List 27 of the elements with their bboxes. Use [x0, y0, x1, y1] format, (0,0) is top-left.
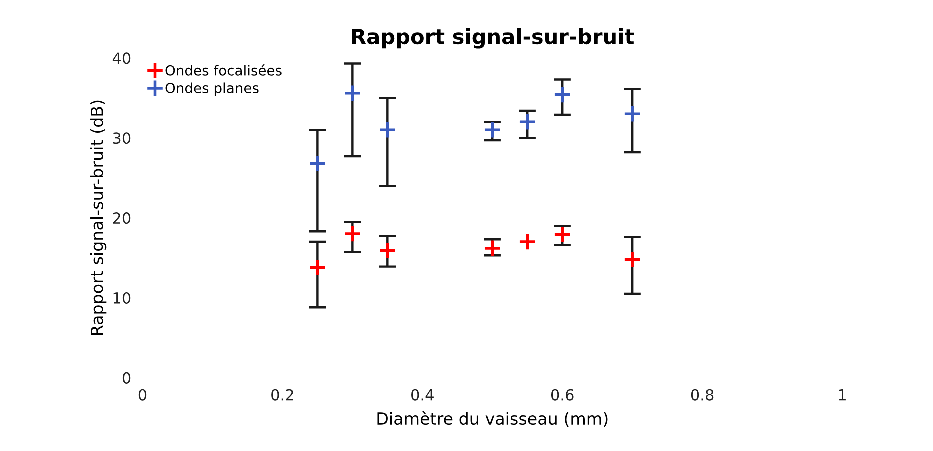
point — [624, 250, 642, 269]
x-tick-label: 0 — [138, 389, 147, 401]
point — [378, 121, 397, 140]
x-tick-label: 1 — [839, 390, 846, 401]
point — [308, 154, 327, 173]
point — [518, 113, 537, 132]
y-tick-label: 40 — [112, 52, 131, 64]
point — [308, 258, 327, 277]
y-tick-label: 0 — [122, 372, 131, 384]
x-tick-label: 0.4 — [412, 389, 434, 401]
legend-label: Ondes planes — [166, 82, 259, 96]
x-tick-label: 0.2 — [272, 389, 294, 401]
y-tick-label: 30 — [113, 132, 131, 144]
point — [518, 233, 537, 252]
point — [554, 86, 572, 104]
point — [344, 225, 362, 244]
point — [624, 105, 642, 124]
x-tick-label: 0.6 — [551, 389, 574, 401]
x-tick-label: 0.8 — [691, 389, 714, 401]
point — [344, 84, 362, 102]
y-tick-label: 10 — [114, 292, 131, 304]
y-axis-title: Rapport signal-sur-bruit (dB) — [90, 100, 107, 336]
chart-title: Rapport signal-sur-bruit — [352, 28, 634, 49]
legend-label: Ondes focalisées — [166, 64, 282, 76]
y-tick-label: 20 — [113, 212, 131, 224]
point — [378, 242, 397, 260]
x-axis-title: Diamètre du vaisseau (mm) — [378, 412, 608, 428]
